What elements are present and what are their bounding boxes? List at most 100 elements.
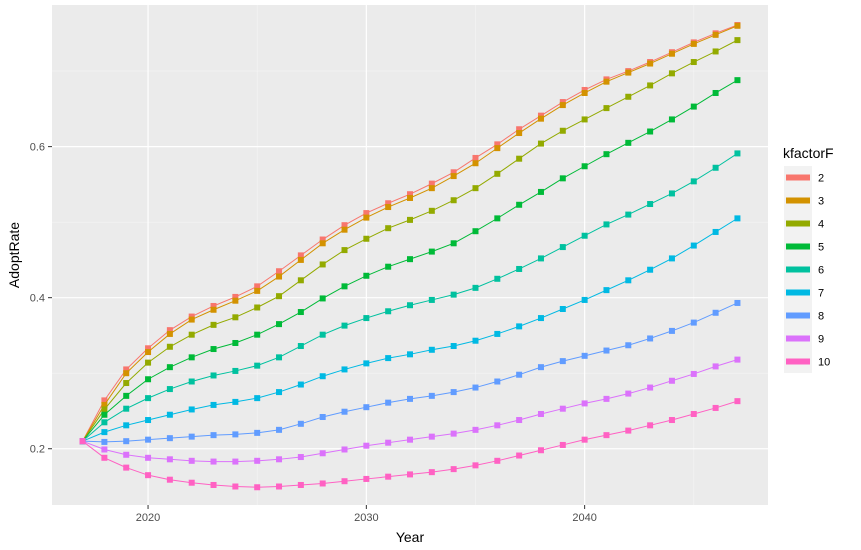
data-point [232,367,239,374]
data-point [559,127,566,134]
data-point [516,265,523,272]
data-point [603,287,610,294]
data-point [385,399,392,406]
data-point [123,422,130,429]
data-point [210,346,217,353]
data-point [101,438,108,445]
data-point [450,343,457,350]
data-point [297,277,304,284]
legend-label: 6 [818,265,824,277]
data-point [363,235,370,242]
series-5 [79,77,741,445]
data-point [603,221,610,228]
x-tick-label: 2030 [354,512,378,524]
data-point [625,342,632,349]
data-point [166,364,173,371]
data-point [319,414,326,421]
data-point [363,360,370,367]
data-point [690,59,697,66]
data-point [603,105,610,112]
data-point [472,154,479,161]
data-point [210,302,217,309]
legend-key-marker [786,289,810,296]
data-point [559,99,566,106]
data-point [145,345,152,352]
data-point [668,377,675,384]
data-point [494,422,501,429]
data-point [668,255,675,262]
data-point [254,331,261,338]
data-point [494,457,501,464]
data-point [254,304,261,311]
data-point [516,323,523,330]
data-point [472,426,479,433]
data-point [254,283,261,290]
legend-key-marker [786,335,810,342]
data-point [450,291,457,298]
data-point [581,232,588,239]
data-point [559,244,566,251]
data-point [123,405,130,412]
data-point [428,346,435,353]
legend-label: 10 [818,357,830,369]
data-point [537,410,544,417]
data-point [668,190,675,197]
data-point [166,330,173,337]
data-point [559,405,566,412]
data-point [472,337,479,344]
data-point [581,352,588,359]
data-point [232,431,239,438]
data-point [668,116,675,123]
data-point [232,339,239,346]
data-point [145,395,152,402]
data-point [734,37,741,44]
data-point [232,293,239,300]
data-point [341,408,348,415]
data-point [450,389,457,396]
data-point [101,397,108,404]
data-point [319,261,326,268]
data-point [581,89,588,96]
data-point [407,256,413,263]
data-point [472,462,479,469]
data-point [712,164,719,171]
data-point [712,228,719,235]
data-point [494,215,501,222]
data-point [363,315,370,322]
data-point [712,363,719,370]
series-layer [79,22,741,491]
data-point [297,481,304,488]
data-point [385,263,392,270]
data-point [341,222,348,229]
data-point [123,380,130,387]
data-point [516,452,523,459]
data-point [363,404,370,411]
data-point [494,275,501,282]
data-point [385,473,392,480]
data-point [341,446,348,453]
y-axis-title: AdoptRate [6,222,22,288]
data-point [647,201,654,208]
data-point [428,180,435,187]
y-tick-label: 0.2 [30,444,45,456]
data-point [625,427,632,434]
data-point [472,185,479,192]
data-point [166,456,173,463]
data-point [363,475,370,482]
data-point [385,200,392,207]
data-point [516,126,523,133]
data-point [734,77,741,84]
data-point [625,93,632,100]
data-point [297,420,304,427]
data-point [537,255,544,262]
x-axis: 2020 2030 2040 [136,505,597,524]
data-point [319,295,326,302]
data-point [232,483,239,490]
data-point [407,191,413,198]
data-point [559,102,566,109]
data-point [232,398,239,405]
data-point [145,349,152,356]
data-point [407,194,413,201]
data-point [734,150,741,157]
series-10 [79,398,741,491]
